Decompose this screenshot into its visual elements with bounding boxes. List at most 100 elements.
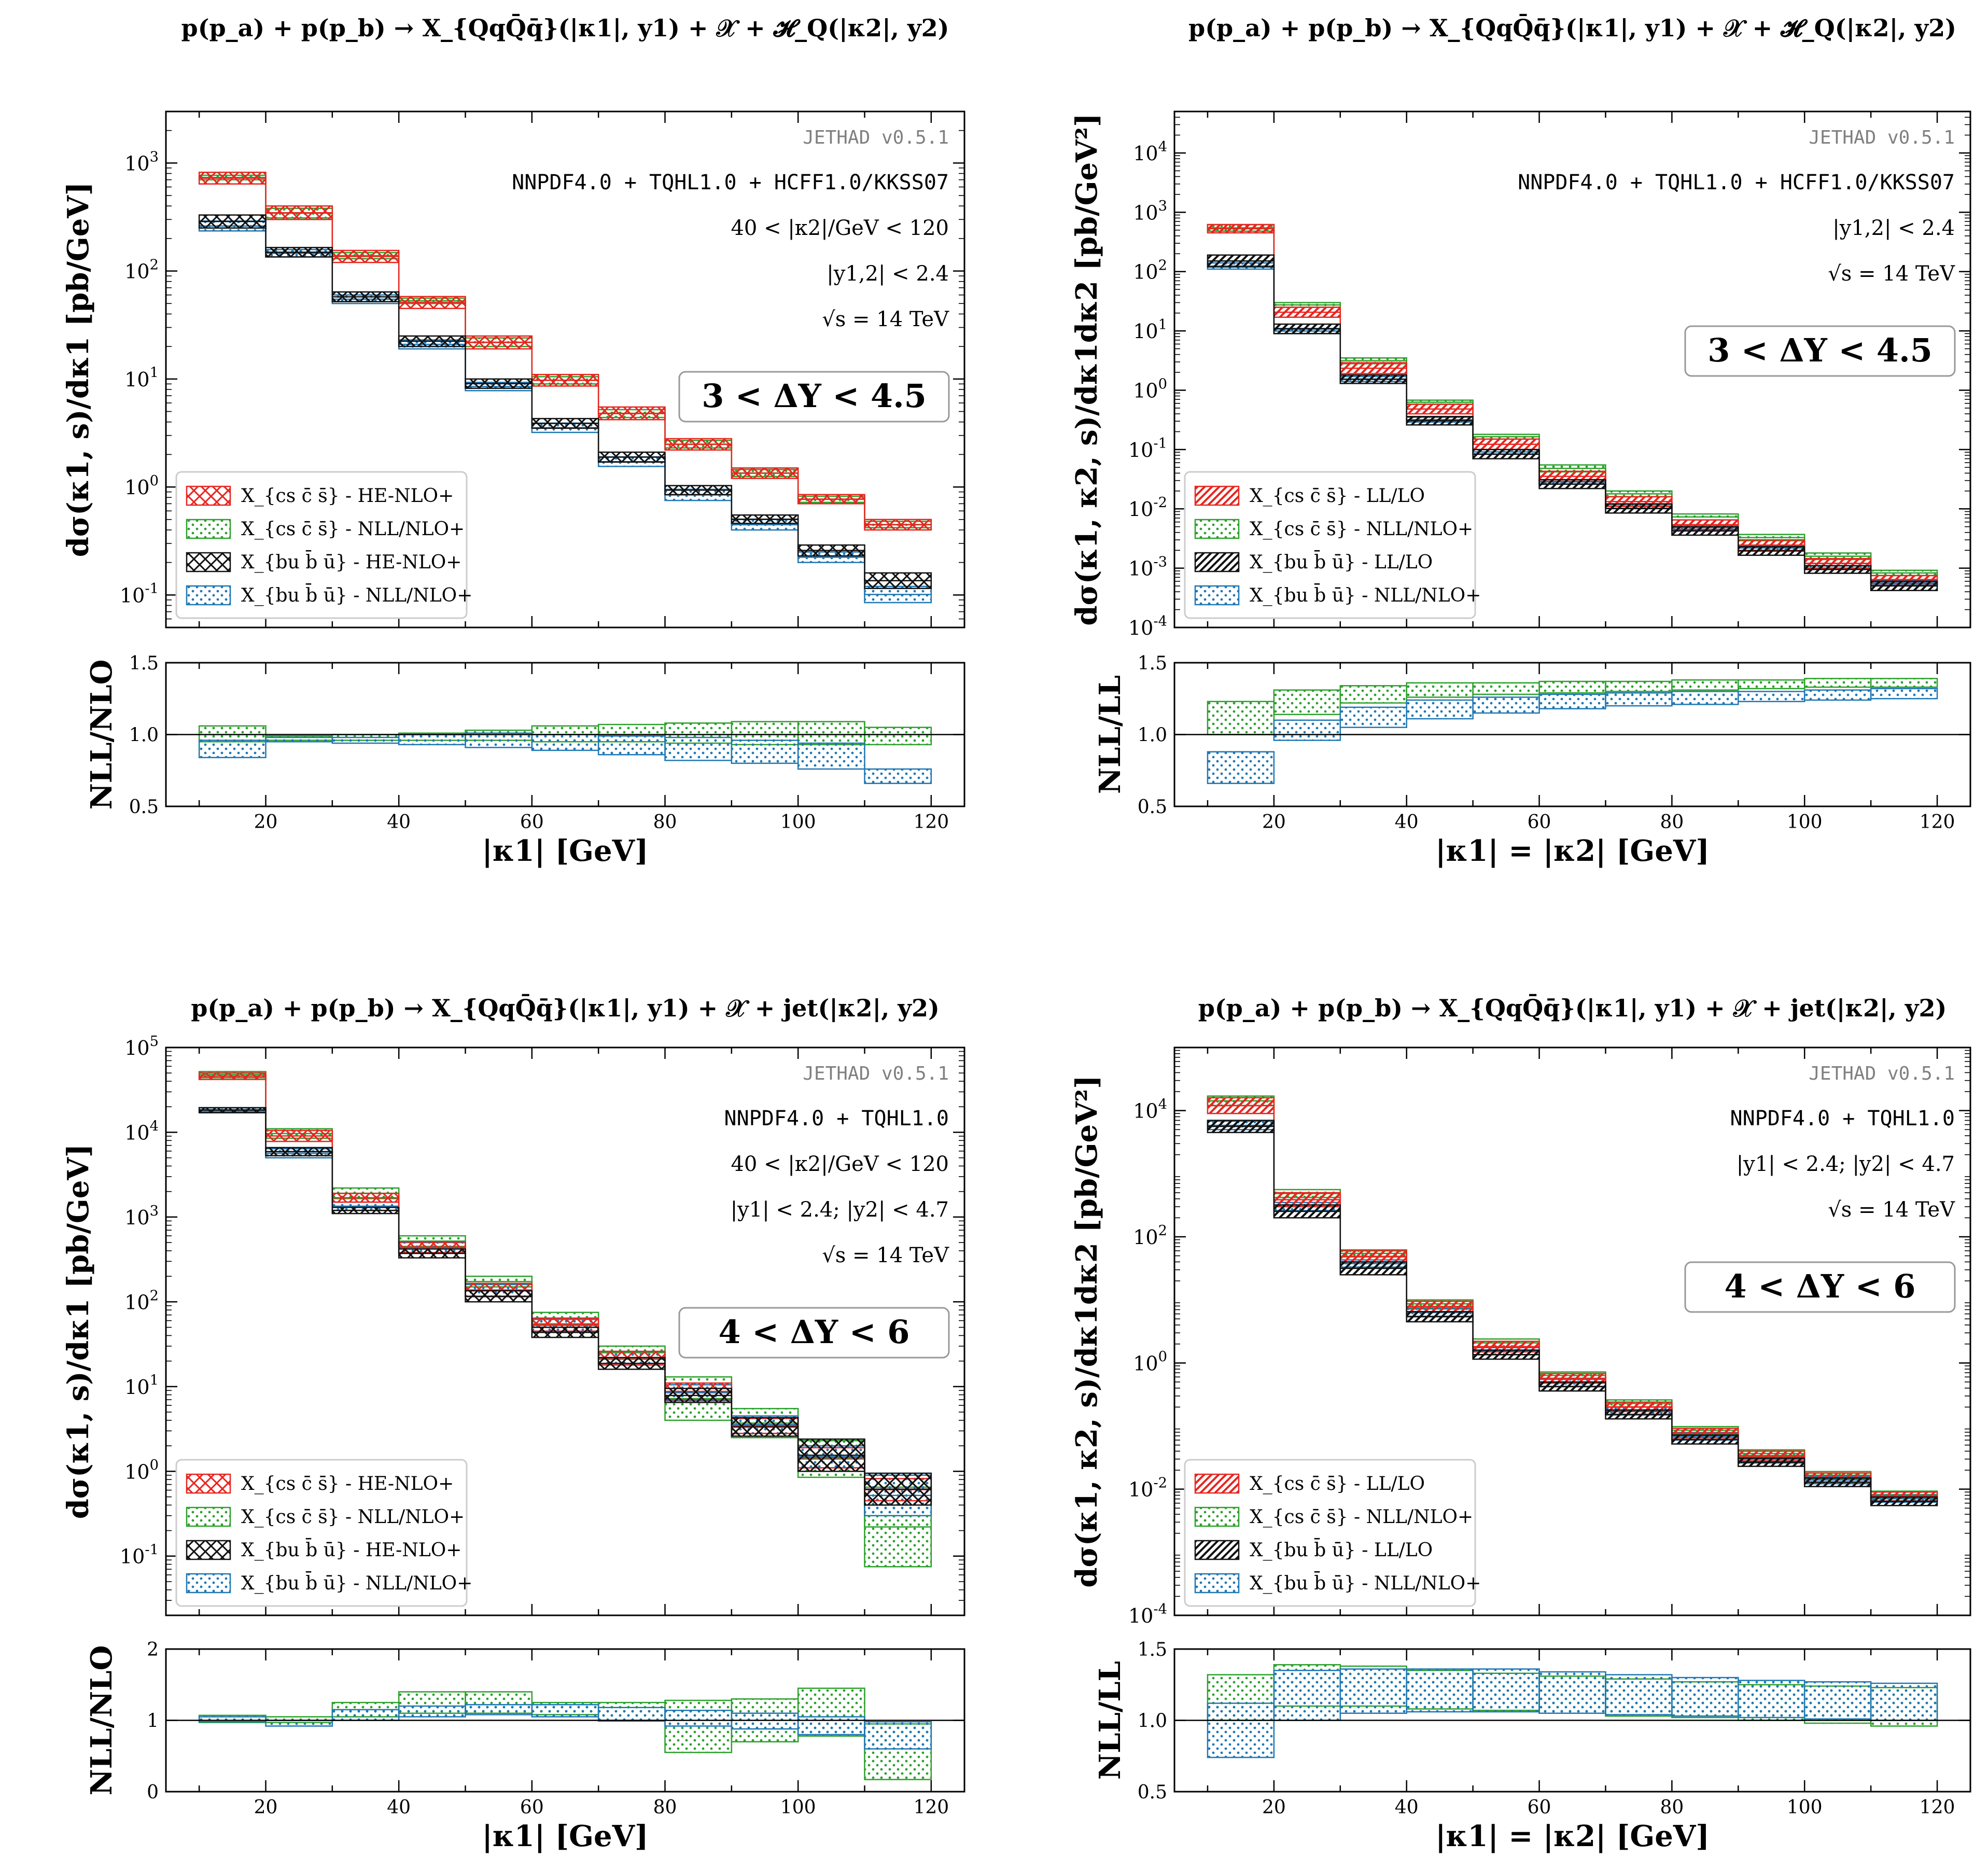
legend-label: X_{bu b̄ ū} - NLL/NLO+ — [241, 583, 472, 606]
ratio-band-bin — [864, 1721, 932, 1750]
legend-swatch — [1194, 552, 1240, 573]
y-tick-label: 10-3 — [1128, 554, 1167, 580]
series-step-line — [199, 1109, 931, 1490]
rapidity-box — [1684, 325, 1956, 377]
ratio-band-bin — [1406, 699, 1474, 720]
ratio-band-bin — [1273, 689, 1341, 715]
ratio-band-bin — [664, 1710, 733, 1727]
legend-label: X_{cs c̄ s̄} - LL/LO — [1250, 485, 1425, 507]
ratio-y-tick-label: 1.5 — [1138, 653, 1167, 674]
ratio-band-bin — [1671, 679, 1739, 691]
annotation-text: √s = 14 TeV — [822, 308, 949, 331]
y-tick-label: 102 — [124, 257, 159, 283]
ratio-band-bin — [1472, 696, 1540, 714]
ratio-band-bin — [465, 1704, 533, 1715]
panel-title: p(p_a) + p(p_b) → X_{QqQ̄q̄}(|κ1|, y1) +… — [181, 13, 949, 42]
ratio-band-bin — [1538, 680, 1606, 694]
ratio-y-tick-label: 1 — [147, 1711, 159, 1732]
legend-label: X_{cs c̄ s̄} - HE-NLO+ — [241, 1473, 454, 1495]
y-tick-label: 101 — [124, 1373, 159, 1399]
y-tick-label: 102 — [1133, 1223, 1167, 1249]
annotation-text: |y1,2| < 2.4 — [827, 262, 949, 286]
legend-swatch — [186, 1506, 231, 1527]
panel-title: p(p_a) + p(p_b) → X_{QqQ̄q̄}(|κ1|, y1) +… — [1188, 13, 1956, 42]
ratio-y-tick-label: 0.5 — [1138, 797, 1167, 818]
y-axis-label: dσ(κ1, κ2, s)/dκ1dκ2 [pb/GeV²] — [1070, 1075, 1104, 1587]
series-group — [1207, 224, 1938, 591]
x-axis-label: |κ1| = |κ2| [GeV] — [1435, 834, 1710, 868]
ratio-band-bin — [1339, 706, 1407, 728]
legend-label: X_{bu b̄ ū} - HE-NLO+ — [241, 550, 461, 573]
series-step-line — [1207, 260, 1938, 587]
y-tick-label: 10-2 — [1128, 495, 1167, 521]
ratio-band-bin — [465, 732, 533, 748]
x-tick-label: 80 — [653, 812, 677, 833]
x-tick-label: 80 — [1660, 1797, 1684, 1818]
panel-bottom-right: p(p_a) + p(p_b) → X_{QqQ̄q̄}(|κ1|, y1) +… — [1070, 994, 1971, 1853]
ratio-band-bin — [1738, 679, 1805, 690]
legend-swatch — [186, 1573, 231, 1594]
ratio-band-bin — [265, 1720, 333, 1727]
ratio-band-bin — [1870, 678, 1938, 688]
ratio-band-bin — [265, 736, 333, 743]
legend-swatch — [186, 1540, 231, 1560]
x-axis-label: |κ1| [GeV] — [482, 1819, 648, 1853]
annotation-text: |y1| < 2.4; |y2| < 4.7 — [731, 1198, 949, 1222]
x-tick-label: 40 — [387, 1797, 411, 1818]
main-axes-frame — [1173, 1046, 1971, 1616]
ratio-band-bin — [1738, 691, 1805, 703]
annotation-text: |y1| < 2.4; |y2| < 4.7 — [1737, 1152, 1955, 1176]
y-axis-label: dσ(κ1, s)/dκ1 [pb/GeV] — [61, 182, 95, 557]
x-tick-label: 100 — [1787, 812, 1823, 833]
y-tick-label: 10-4 — [1128, 1601, 1167, 1627]
legend-label: X_{bu b̄ ū} - LL/LO — [1250, 1538, 1433, 1561]
ratio-band-bin — [664, 736, 733, 761]
legend-label: X_{bu b̄ ū} - NLL/NLO+ — [1250, 583, 1481, 606]
y-tick-label: 105 — [124, 1034, 159, 1059]
rapidity-range-label: 4 < ΔY < 6 — [1725, 1267, 1916, 1305]
x-tick-label: 60 — [1528, 1797, 1551, 1818]
legend-label: X_{cs c̄ s̄} - HE-NLO+ — [241, 485, 454, 507]
legend-label: X_{bu b̄ ū} - NLL/NLO+ — [1250, 1571, 1481, 1594]
ratio-band-bin — [398, 734, 466, 746]
legend-label: X_{cs c̄ s̄} - NLL/NLO+ — [241, 1506, 465, 1528]
x-tick-label: 40 — [1395, 812, 1419, 833]
main-axes-frame — [165, 1046, 965, 1616]
series-step-line — [199, 177, 931, 526]
legend-swatch — [186, 519, 231, 539]
legend-label: X_{bu b̄ ū} - HE-NLO+ — [241, 1538, 461, 1561]
x-tick-label: 60 — [520, 1797, 544, 1818]
x-tick-label: 100 — [780, 1797, 816, 1818]
x-tick-label: 20 — [254, 812, 278, 833]
ratio-band-bin — [797, 721, 865, 746]
x-tick-label: 100 — [780, 812, 816, 833]
x-tick-label: 20 — [1262, 1797, 1286, 1818]
legend-swatch — [186, 485, 231, 506]
y-tick-label: 10-1 — [120, 581, 159, 607]
y-tick-label: 101 — [1133, 317, 1167, 343]
x-tick-label: 120 — [1920, 1797, 1955, 1818]
ratio-y-axis-label: NLL/NLO — [85, 1645, 119, 1796]
y-tick-label: 101 — [124, 365, 159, 391]
y-axis-label: dσ(κ1, κ2, s)/dκ1dκ2 [pb/GeV²] — [1070, 113, 1104, 625]
ratio-band-bin — [1207, 1702, 1275, 1758]
ratio-band-bin — [198, 725, 267, 743]
legend-label: X_{bu b̄ ū} - NLL/NLO+ — [241, 1571, 472, 1594]
ratio-y-tick-label: 1.0 — [1138, 1711, 1167, 1732]
x-tick-label: 60 — [1528, 812, 1551, 833]
ratio-band-bin — [331, 1709, 400, 1721]
ratio-band-bin — [1605, 692, 1673, 707]
ratio-y-tick-label: 0.5 — [129, 797, 159, 818]
y-tick-label: 10-2 — [1128, 1475, 1167, 1501]
ratio-band-bin — [1538, 693, 1606, 709]
rapidity-box — [1684, 1261, 1956, 1313]
annotation-text: JETHAD v0.5.1 — [803, 1063, 949, 1084]
panel-top-left: p(p_a) + p(p_b) → X_{QqQ̄q̄}(|κ1|, y1) +… — [61, 13, 965, 868]
ratio-band-bin — [797, 742, 865, 770]
rapidity-range-label: 4 < ΔY < 6 — [719, 1313, 910, 1351]
ratio-band-bin — [597, 735, 666, 756]
legend-box — [175, 1459, 468, 1607]
ratio-band-bin — [597, 1707, 666, 1722]
ratio-band-bin — [1671, 1677, 1739, 1717]
